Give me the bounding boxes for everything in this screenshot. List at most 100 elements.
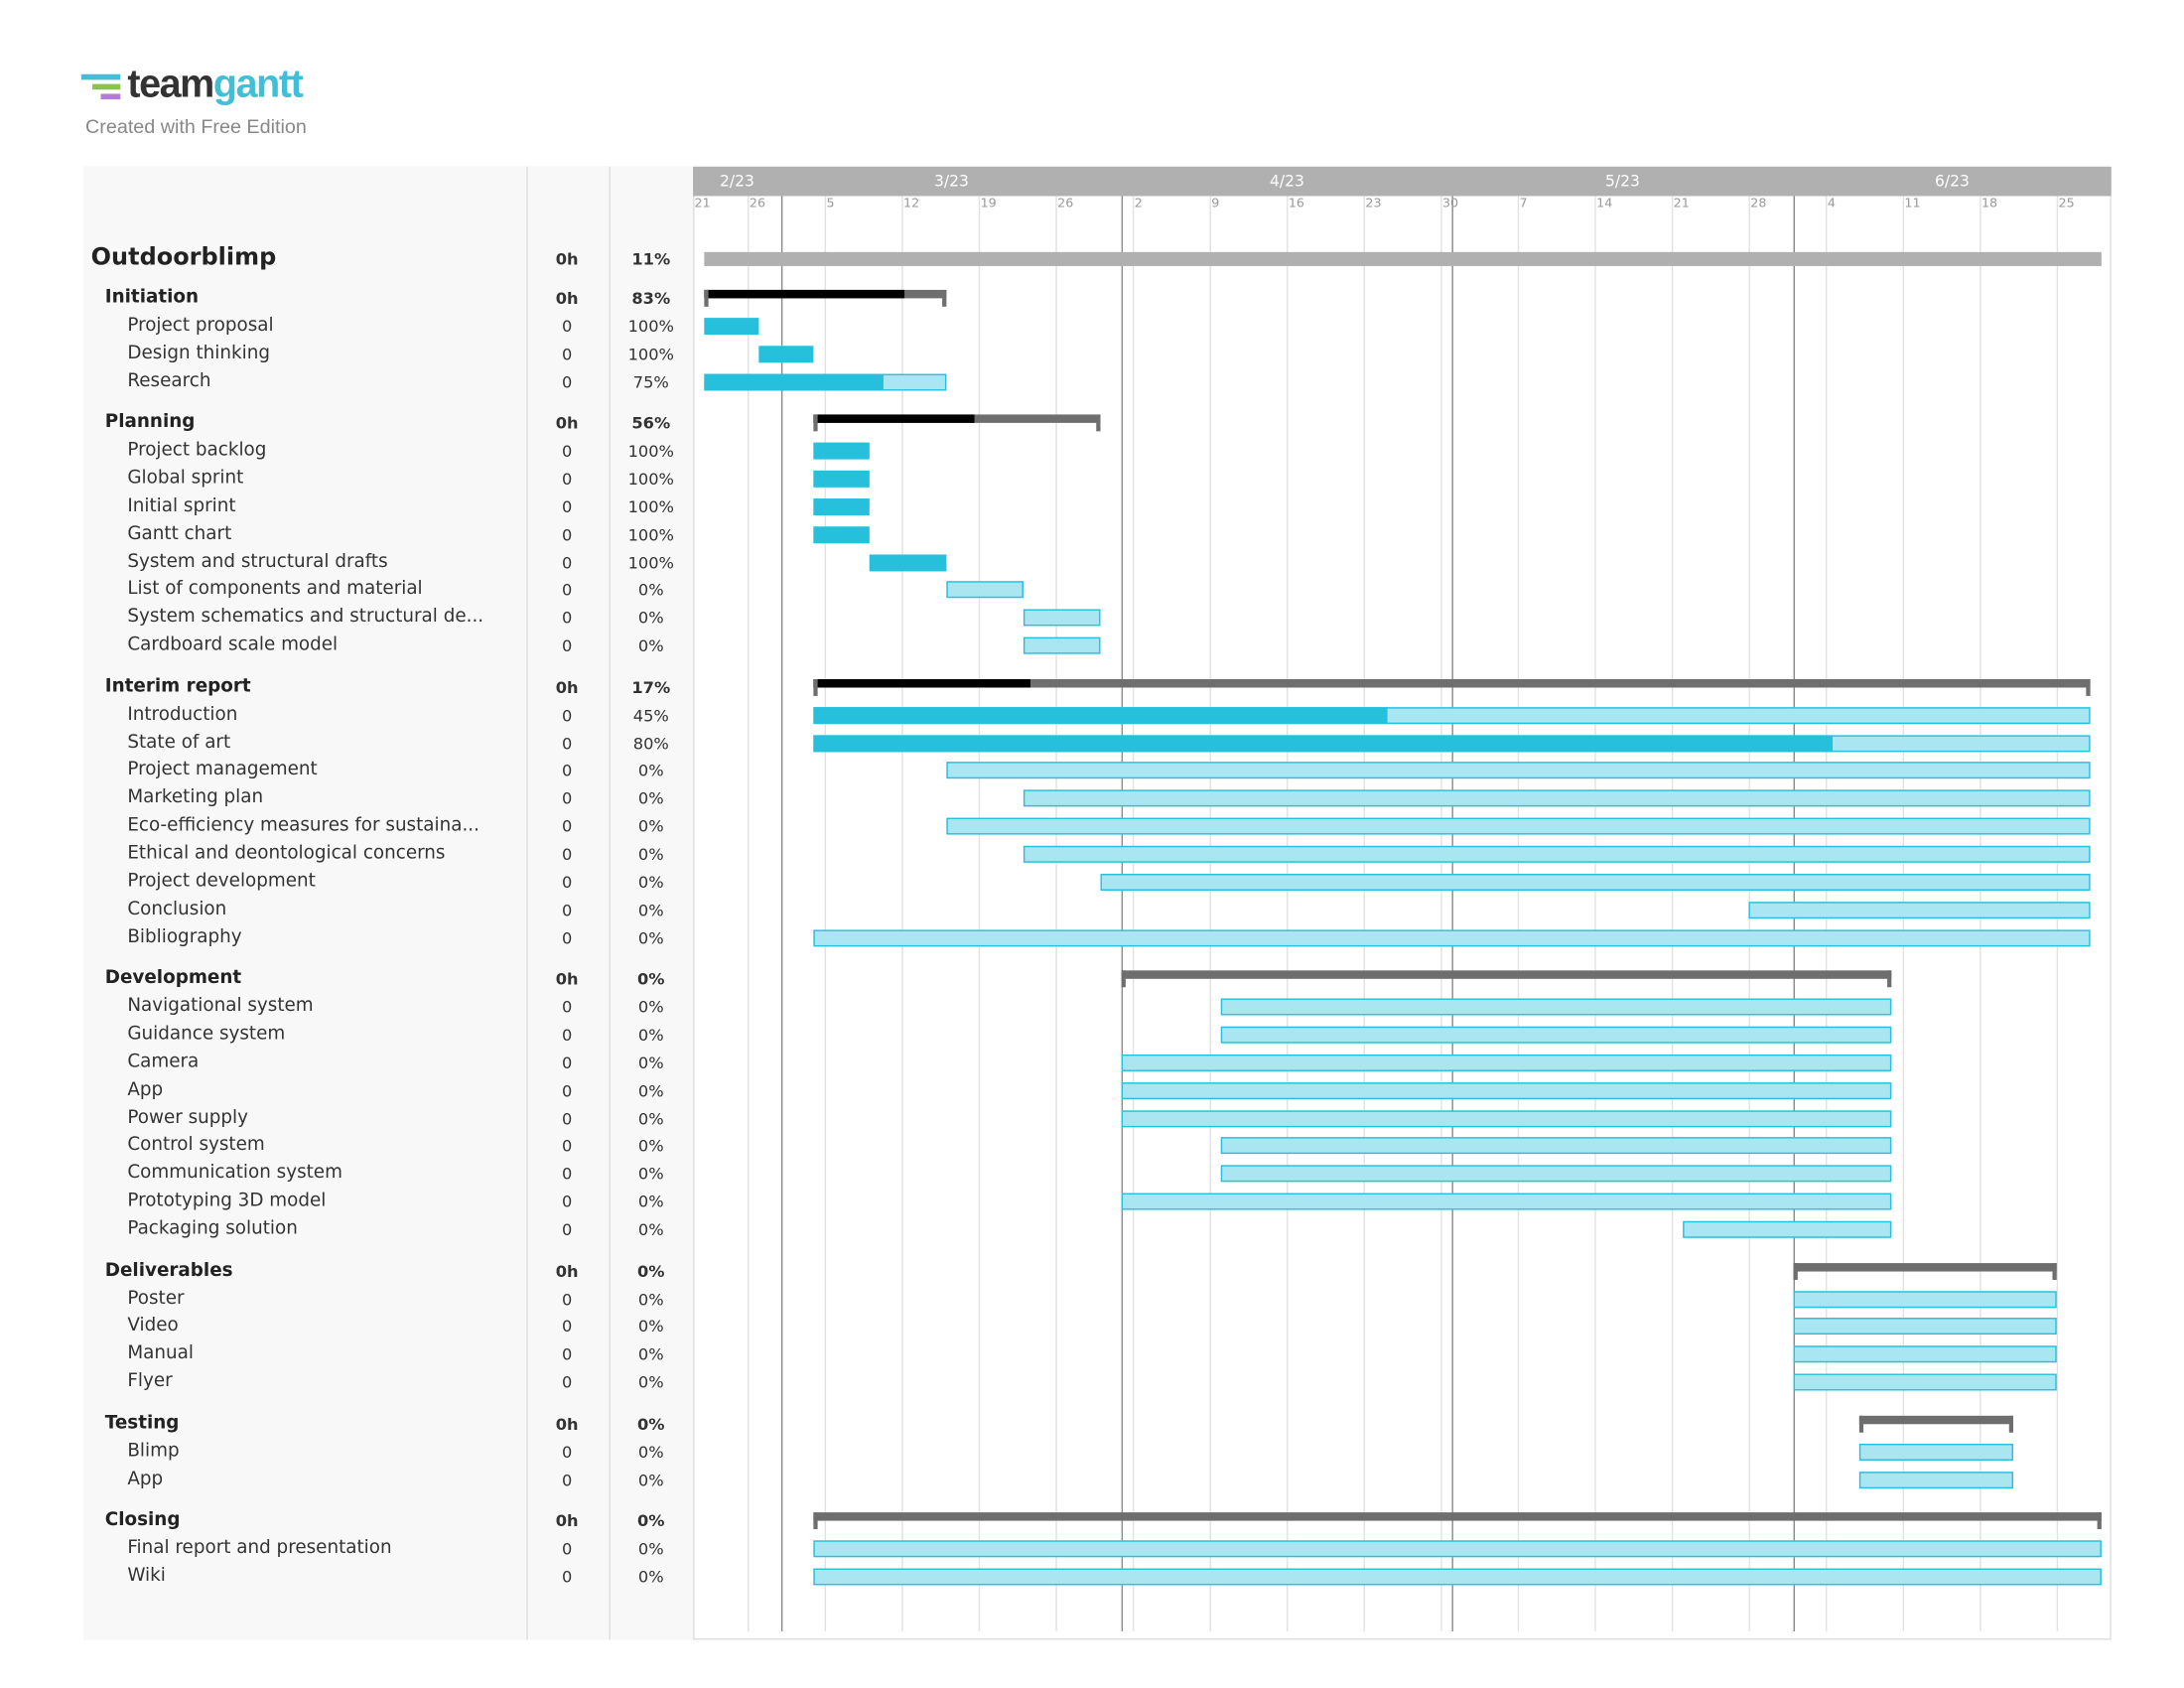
task-name[interactable]: Control system xyxy=(127,1134,265,1156)
bracket-right xyxy=(2052,1262,2058,1280)
task-bar[interactable] xyxy=(1793,1318,2058,1336)
project-name[interactable]: Outdoorblimp xyxy=(90,243,277,272)
group-name[interactable]: Initiation xyxy=(104,287,200,309)
task-name[interactable]: Prototyping 3D model xyxy=(127,1190,327,1211)
task-bar[interactable] xyxy=(1023,845,2091,863)
group-name[interactable]: Deliverables xyxy=(104,1259,233,1281)
week-label: 16 xyxy=(1288,197,1305,211)
task-bar[interactable] xyxy=(1023,636,1101,654)
task-bar[interactable] xyxy=(1793,1345,2058,1363)
task-bar[interactable] xyxy=(1122,1081,1892,1099)
task-name[interactable]: Project development xyxy=(127,870,316,893)
task-bar[interactable] xyxy=(1220,1137,1892,1155)
task-bar[interactable] xyxy=(813,928,2091,946)
percent-cell: 0% xyxy=(637,1136,664,1156)
task-name[interactable]: Design thinking xyxy=(127,343,270,364)
group-name[interactable]: Closing xyxy=(104,1509,181,1531)
task-name[interactable]: Guidance system xyxy=(127,1023,286,1045)
task-bar[interactable] xyxy=(813,734,2091,752)
task-name[interactable]: Introduction xyxy=(127,703,238,726)
task-name[interactable]: Camera xyxy=(127,1051,200,1073)
task-name[interactable]: Global sprint xyxy=(127,468,244,490)
task-bar[interactable] xyxy=(869,553,946,571)
task-name[interactable]: App xyxy=(127,1078,164,1100)
task-name[interactable]: Navigational system xyxy=(127,995,314,1018)
task-bar[interactable] xyxy=(1793,1373,2058,1391)
task-name[interactable]: System schematics and structural de... xyxy=(127,607,484,629)
task-name[interactable]: Gantt chart xyxy=(127,523,232,545)
task-bar[interactable] xyxy=(1220,998,1892,1016)
task-name[interactable]: Flyer xyxy=(127,1370,173,1392)
task-name[interactable]: Packaging solution xyxy=(127,1217,298,1239)
task-name[interactable]: Marketing plan xyxy=(127,786,264,809)
task-name[interactable]: Video xyxy=(127,1315,179,1336)
group-summary-bar[interactable] xyxy=(704,289,946,307)
task-name[interactable]: Blimp xyxy=(127,1440,180,1462)
task-bar[interactable] xyxy=(813,1540,2102,1558)
task-name[interactable]: Project management xyxy=(127,759,318,781)
task-bar[interactable] xyxy=(1220,1026,1892,1044)
task-name[interactable]: Power supply xyxy=(127,1106,248,1128)
task-bar[interactable] xyxy=(1122,1054,1892,1071)
group-summary-bar[interactable] xyxy=(813,678,2091,696)
task-bar[interactable] xyxy=(1023,789,2091,807)
task-name[interactable]: Bibliography xyxy=(127,925,242,948)
task-bar[interactable] xyxy=(1793,1290,2058,1308)
task-bar[interactable] xyxy=(1858,1471,2013,1488)
task-bar[interactable] xyxy=(813,1568,2102,1586)
group-name[interactable]: Development xyxy=(104,967,242,990)
project-bar[interactable] xyxy=(704,251,2102,266)
group-summary-bar[interactable] xyxy=(1858,1415,2013,1433)
percent-cell: 0% xyxy=(637,1372,664,1392)
task-name[interactable]: Ethical and deontological concerns xyxy=(127,842,446,865)
task-bar[interactable] xyxy=(704,372,946,390)
task-name[interactable]: State of art xyxy=(127,731,231,754)
task-bar[interactable] xyxy=(945,817,2091,835)
task-bar[interactable] xyxy=(758,345,814,362)
task-name[interactable]: Conclusion xyxy=(127,898,227,920)
task-name[interactable]: App xyxy=(127,1468,164,1489)
group-summary-bar[interactable] xyxy=(813,414,1101,432)
task-name[interactable]: System and structural drafts xyxy=(127,551,388,573)
group-name[interactable]: Testing xyxy=(104,1412,180,1434)
task-bar[interactable] xyxy=(1748,901,2091,918)
task-name[interactable]: Project proposal xyxy=(127,315,274,337)
group-summary-bar[interactable] xyxy=(813,1512,2102,1530)
task-bar[interactable] xyxy=(813,470,870,488)
month-label: 4/23 xyxy=(1270,172,1304,191)
task-bar[interactable] xyxy=(813,706,2091,724)
bracket-left xyxy=(813,414,819,432)
task-name[interactable]: Research xyxy=(127,370,211,392)
task-bar[interactable] xyxy=(945,762,2091,779)
percent-cell: 0% xyxy=(637,635,664,656)
task-bar[interactable] xyxy=(1023,609,1101,627)
group-name[interactable]: Interim report xyxy=(104,675,251,698)
group-summary-bar[interactable] xyxy=(1793,1262,2058,1280)
task-bar[interactable] xyxy=(1683,1220,1892,1238)
task-bar[interactable] xyxy=(1220,1165,1892,1183)
task-name[interactable]: Initial sprint xyxy=(127,495,236,517)
task-name[interactable]: Cardboard scale model xyxy=(127,633,339,656)
task-bar[interactable] xyxy=(1122,1193,1892,1210)
hours-cell: 0h xyxy=(555,1261,579,1281)
group-name[interactable]: Planning xyxy=(104,412,196,434)
task-bar[interactable] xyxy=(813,442,870,460)
hours-cell: 0 xyxy=(562,997,573,1018)
task-bar[interactable] xyxy=(1858,1443,2013,1461)
task-name[interactable]: Project backlog xyxy=(127,440,267,462)
task-bar[interactable] xyxy=(1122,1109,1892,1127)
task-name[interactable]: List of components and material xyxy=(127,579,423,601)
task-bar[interactable] xyxy=(945,581,1024,599)
task-bar[interactable] xyxy=(813,497,870,515)
task-name[interactable]: Manual xyxy=(127,1342,194,1364)
task-bar[interactable] xyxy=(704,317,759,335)
task-name[interactable]: Communication system xyxy=(127,1162,342,1184)
task-bar[interactable] xyxy=(1100,873,2091,891)
task-name[interactable]: Wiki xyxy=(127,1565,166,1587)
task-name[interactable]: Eco-efficiency measures for sustaina... xyxy=(127,814,479,837)
task-name[interactable]: Final report and presentation xyxy=(127,1537,392,1559)
percent-cell: 0% xyxy=(637,1442,664,1462)
task-bar[interactable] xyxy=(813,525,870,543)
group-summary-bar[interactable] xyxy=(1122,970,1892,988)
task-name[interactable]: Poster xyxy=(127,1287,185,1309)
